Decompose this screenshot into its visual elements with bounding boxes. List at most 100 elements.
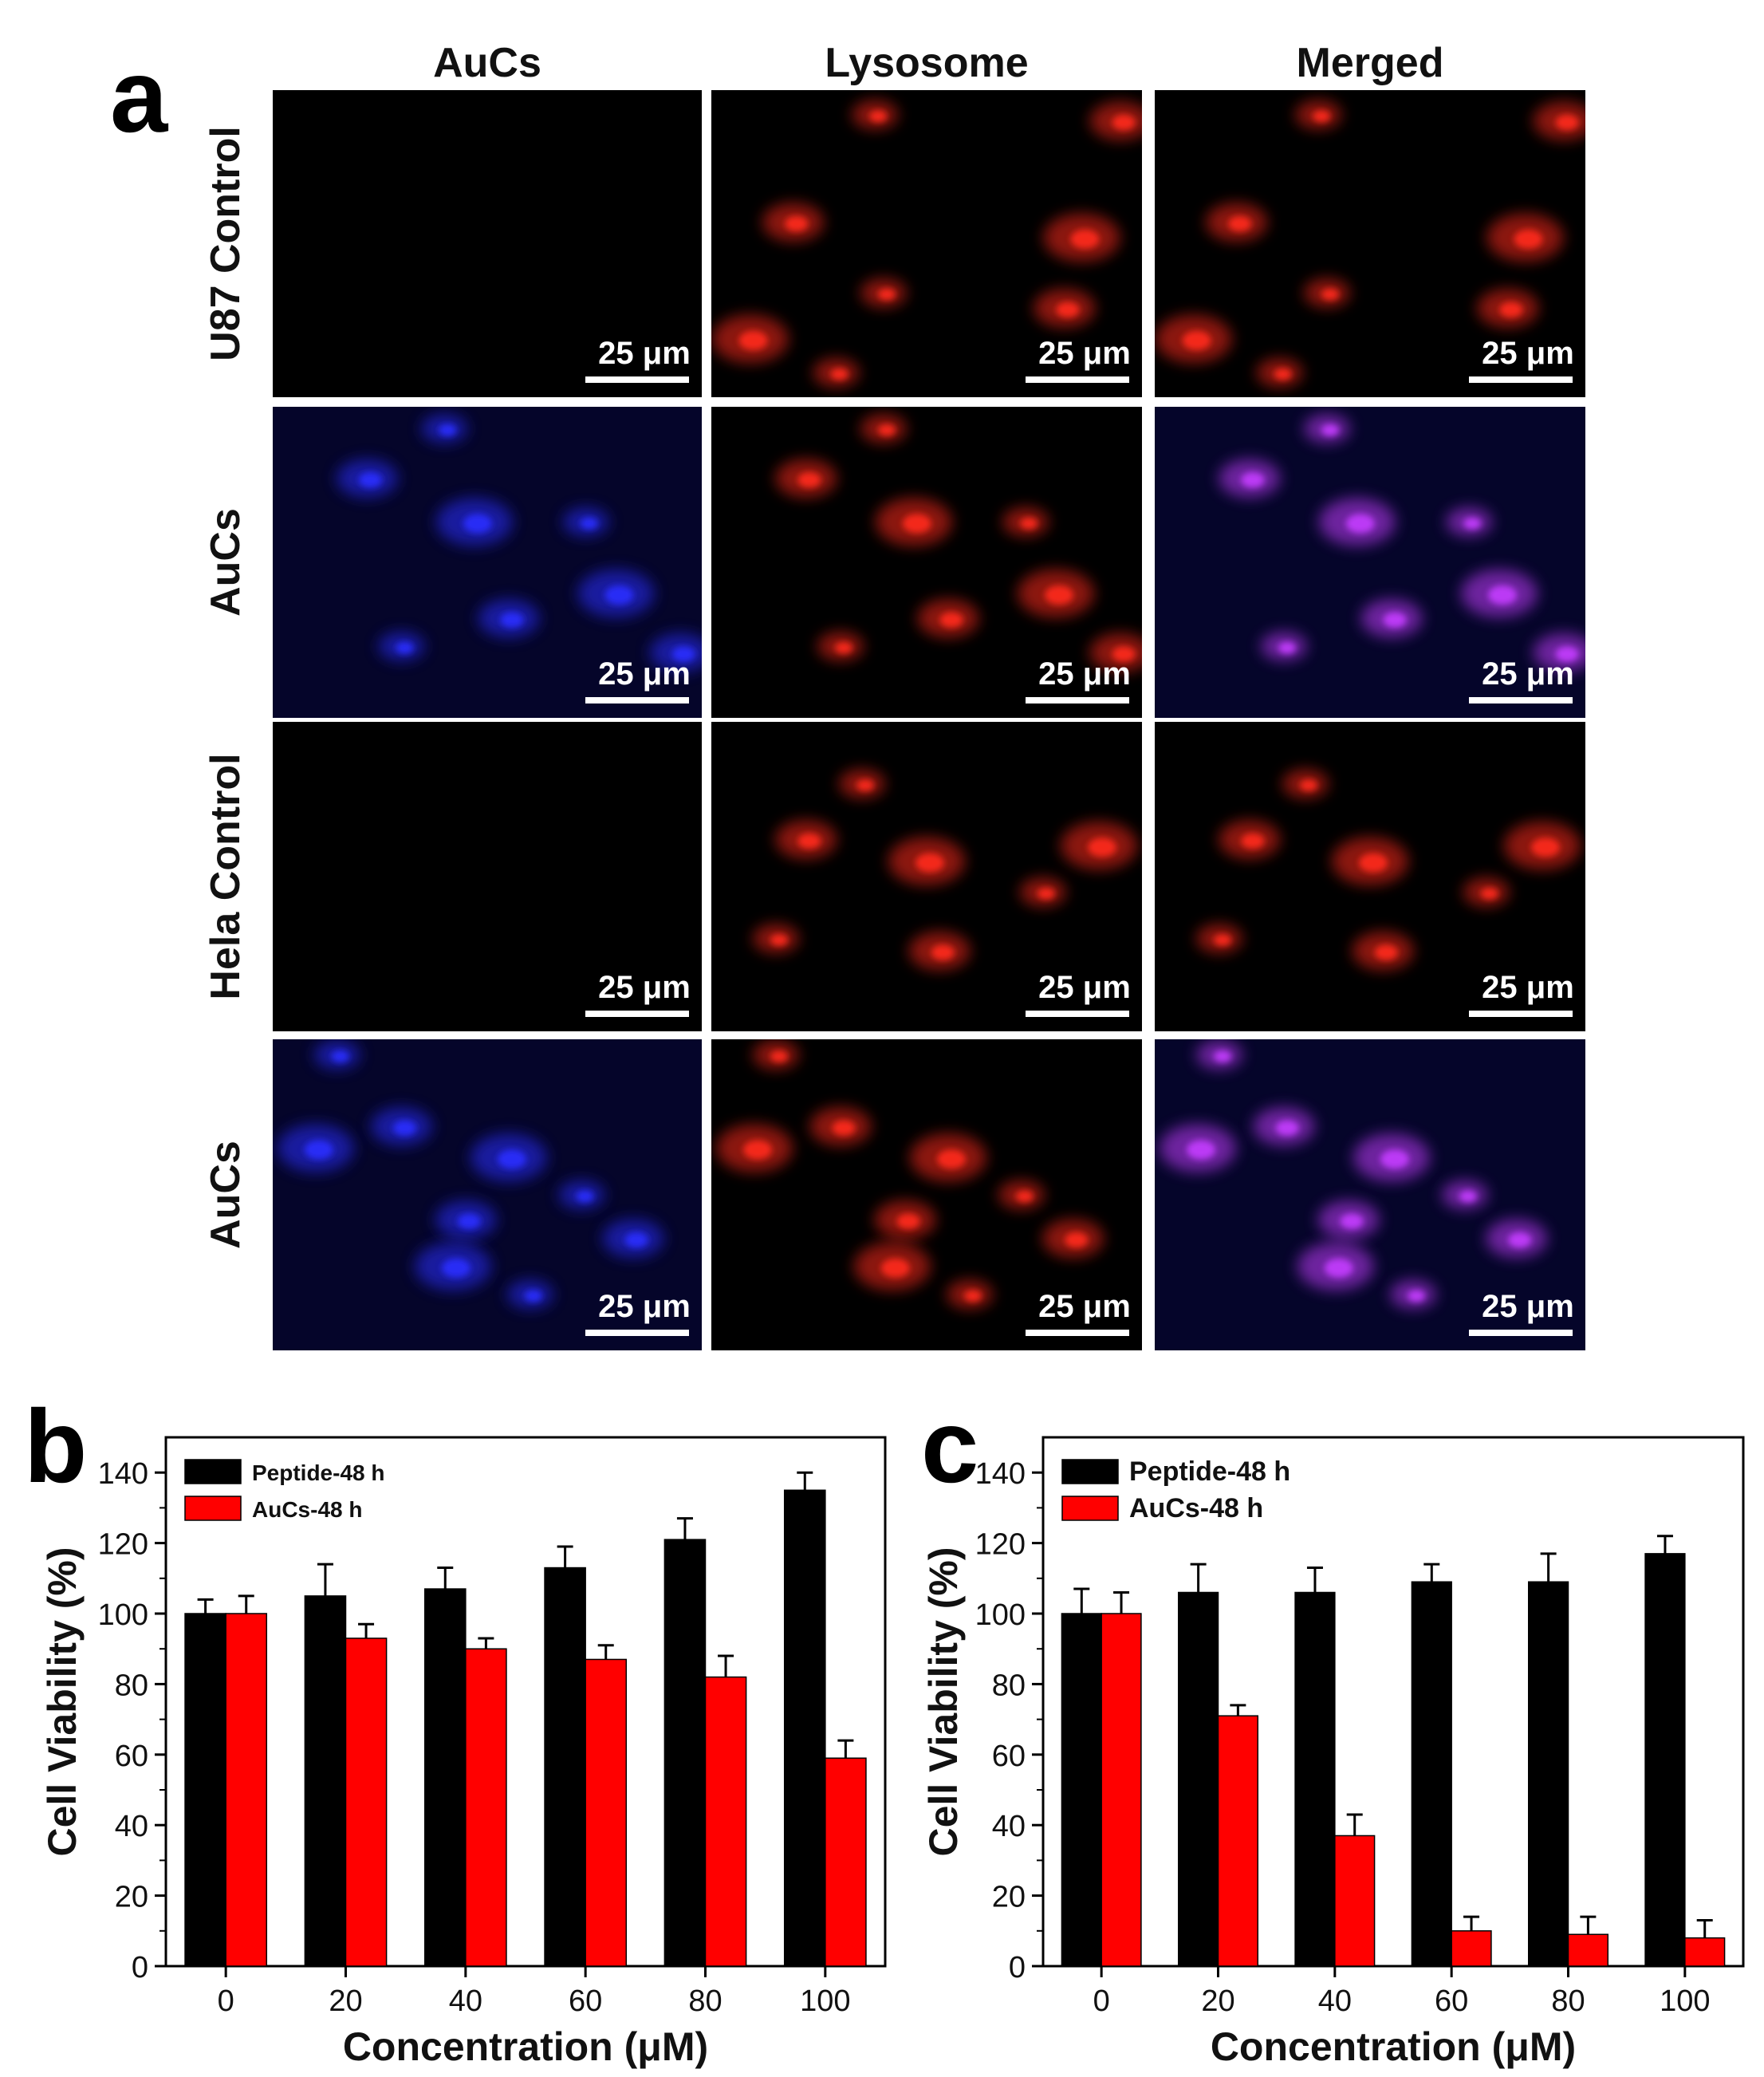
scale-bar <box>585 697 689 704</box>
x-tick-label: 20 <box>1201 1984 1234 2018</box>
cell-core <box>1275 1120 1299 1136</box>
x-axis-label: Concentration (μM) <box>1211 2024 1576 2069</box>
scale-bar-label: 25 μm <box>598 1289 691 1324</box>
micrograph-merged-row3: 25 μm <box>1155 722 1585 1031</box>
y-tick-label: 100 <box>98 1598 148 1632</box>
micrograph-grid: 25 μm 25 μm 25 μm 25 μm 25 μm 25 μm 25 μm 25 μm… <box>273 90 1585 1350</box>
scale-bar-label: 25 μm <box>1038 970 1131 1005</box>
cell-core <box>770 934 788 946</box>
cell-core <box>743 1140 772 1160</box>
scale-bar-label: 25 μm <box>598 656 691 692</box>
cell-core <box>1555 646 1579 662</box>
bar-peptide-48-h <box>1177 1591 1219 1967</box>
cell-spots <box>1155 1039 1585 1350</box>
blue-haze <box>1155 407 1585 718</box>
y-tick-label: 80 <box>115 1669 148 1702</box>
cell-core <box>1070 229 1100 249</box>
cell-core <box>1038 888 1055 900</box>
cell-spots <box>273 407 702 718</box>
cell-core <box>896 1213 920 1229</box>
cell-core <box>869 110 887 122</box>
row-label: AuCs <box>203 508 249 617</box>
cell-core <box>1214 1050 1231 1062</box>
cell-core <box>1321 424 1339 436</box>
cell-core <box>497 1149 526 1169</box>
blue-haze <box>273 1039 702 1350</box>
cell-core <box>1112 646 1136 662</box>
cell-spots <box>711 100 1142 388</box>
cell-core <box>1481 888 1498 900</box>
cell-core <box>1112 114 1136 131</box>
cell-core <box>964 1290 982 1303</box>
scale-bar-label: 25 μm <box>1038 656 1131 692</box>
cell-spots <box>1155 407 1585 718</box>
bar-peptide-48-h <box>544 1567 586 1967</box>
bar-peptide-48-h <box>1644 1553 1686 1967</box>
cell-core <box>1514 229 1543 249</box>
bar-peptide-48-h <box>783 1489 826 1967</box>
cell-core <box>604 585 634 605</box>
y-tick-label: 0 <box>132 1951 148 1984</box>
column-header: Merged <box>1297 40 1444 86</box>
micrograph-merged-row2: 25 μm <box>1155 407 1585 718</box>
cell-core <box>878 424 896 436</box>
scale-bar <box>585 1011 689 1017</box>
cell-core <box>580 518 598 530</box>
legend-swatch <box>1061 1459 1119 1484</box>
cell-core <box>1313 110 1330 122</box>
scale-bar-label: 25 μm <box>1482 656 1574 692</box>
cell-core <box>1359 853 1388 873</box>
cell-core <box>576 1190 594 1203</box>
y-tick-label: 80 <box>992 1669 1026 1702</box>
y-tick-label: 140 <box>975 1457 1026 1491</box>
cell-core <box>937 1149 966 1169</box>
micrograph-aucs-row4: 25 μm <box>273 1039 702 1350</box>
bar-peptide-48-h <box>304 1595 347 1967</box>
y-tick-label: 120 <box>975 1528 1026 1562</box>
cell-core <box>1508 1232 1531 1248</box>
scale-bar-label: 25 μm <box>1482 1289 1574 1324</box>
cell-core <box>1182 330 1211 350</box>
blue-haze <box>1155 1039 1585 1350</box>
scale-bar <box>585 376 689 383</box>
micrograph-aucs-row1: 25 μm <box>273 90 702 397</box>
scale-bar-label: 25 μm <box>1482 336 1574 371</box>
micrograph-aucs-row2: 25 μm <box>273 407 702 718</box>
cell-core <box>1555 114 1579 131</box>
cell-core <box>1228 215 1251 232</box>
x-tick-label: 80 <box>688 1984 722 2018</box>
bar-aucs-48-h <box>1684 1937 1726 1967</box>
cell-core <box>358 472 382 488</box>
scale-bar <box>585 1330 689 1336</box>
cell-core <box>1274 368 1292 380</box>
scale-bar <box>1469 1330 1573 1336</box>
bar-peptide-48-h <box>184 1613 226 1967</box>
bar-aucs-48-h <box>1451 1930 1492 1967</box>
cell-core <box>878 288 896 301</box>
x-tick-label: 0 <box>1093 1984 1110 2018</box>
column-header: AuCs <box>433 40 541 86</box>
cell-core <box>738 330 768 350</box>
panel-c-chart: c 0 20 40 60 80 100 120 140 0 20 40 60 80 100 Peptide-… <box>921 1388 1745 2069</box>
y-tick-label: 120 <box>98 1528 148 1562</box>
bar-peptide-48-h <box>1061 1613 1102 1967</box>
cell-spots <box>716 1040 1104 1309</box>
micrograph-lysosome-row3: 25 μm <box>711 722 1142 1031</box>
cell-core <box>1020 518 1038 530</box>
cell-core <box>856 779 874 791</box>
y-tick-label: 100 <box>975 1598 1026 1632</box>
y-tick-label: 0 <box>1009 1951 1026 1984</box>
legend-label: AuCs-48 h <box>252 1497 362 1522</box>
cell-core <box>1016 1190 1034 1203</box>
column-headers: AuCs Lysosome Merged <box>433 40 1443 86</box>
panel-c-label: c <box>921 1388 978 1504</box>
y-tick-label: 40 <box>115 1810 148 1843</box>
cell-core <box>785 215 808 232</box>
cell-core <box>1088 838 1116 857</box>
x-tick-label: 100 <box>1660 1984 1710 2018</box>
cell-core <box>1056 302 1080 317</box>
micrograph-background <box>711 1039 1142 1350</box>
bar-peptide-48-h <box>1411 1581 1452 1967</box>
cell-core <box>331 1050 349 1062</box>
cell-core <box>1531 838 1560 857</box>
